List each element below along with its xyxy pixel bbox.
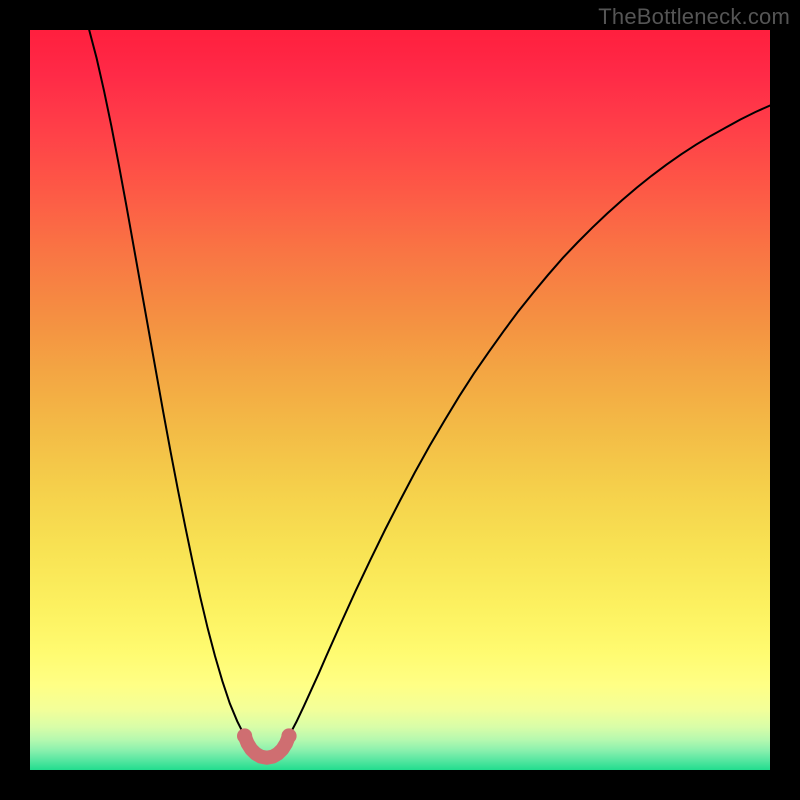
valley-marker-endcap	[237, 728, 252, 743]
chart-container: TheBottleneck.com	[0, 0, 800, 800]
gradient-background	[30, 30, 770, 770]
chart-svg	[30, 30, 770, 770]
watermark-text: TheBottleneck.com	[598, 4, 790, 30]
chart-plot-area	[30, 30, 770, 770]
valley-marker-endcap	[281, 728, 296, 743]
